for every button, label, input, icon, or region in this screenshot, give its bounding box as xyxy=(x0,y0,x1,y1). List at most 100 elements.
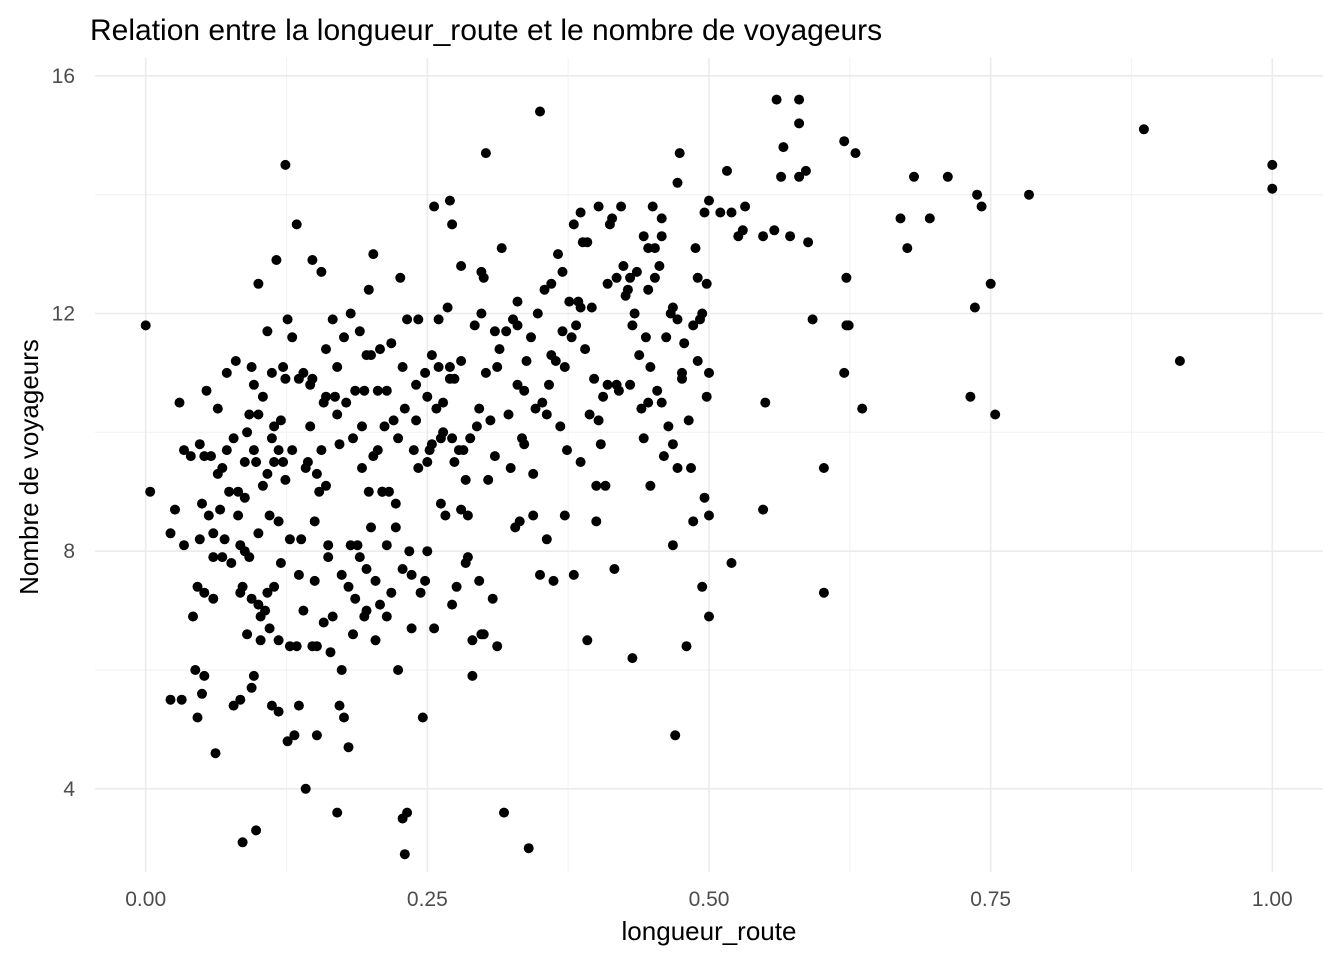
data-point xyxy=(701,391,712,402)
data-point xyxy=(449,373,460,384)
data-point xyxy=(785,231,796,242)
data-point xyxy=(431,403,442,414)
data-point xyxy=(253,599,264,610)
data-point xyxy=(363,486,374,497)
data-point xyxy=(622,284,633,295)
data-point xyxy=(327,611,338,622)
data-point xyxy=(582,635,593,646)
data-point xyxy=(850,148,861,159)
data-point xyxy=(512,296,523,307)
data-point xyxy=(330,391,340,402)
data-point xyxy=(375,599,385,610)
data-point xyxy=(199,670,210,681)
data-point xyxy=(686,463,696,473)
data-point xyxy=(237,837,248,848)
data-point xyxy=(1024,189,1034,200)
data-point xyxy=(332,362,343,372)
data-point xyxy=(530,403,541,414)
data-point xyxy=(667,302,678,313)
data-point xyxy=(262,326,273,337)
data-point xyxy=(210,748,221,759)
data-point xyxy=(422,457,433,467)
data-point xyxy=(226,558,237,568)
data-point xyxy=(314,486,325,497)
data-point xyxy=(406,569,417,580)
data-point xyxy=(278,457,289,467)
data-point xyxy=(388,415,399,426)
data-point xyxy=(224,486,235,497)
data-point xyxy=(647,201,658,212)
data-point xyxy=(251,825,262,836)
data-point xyxy=(456,504,467,515)
data-point xyxy=(316,266,327,277)
data-point xyxy=(208,593,219,604)
data-point xyxy=(185,451,196,462)
data-point xyxy=(269,581,280,592)
data-point xyxy=(438,397,449,408)
data-point xyxy=(442,302,453,313)
data-point xyxy=(341,397,352,408)
data-point xyxy=(375,344,385,355)
data-point xyxy=(985,278,996,289)
data-point xyxy=(760,397,771,408)
data-point xyxy=(300,783,311,794)
data-point xyxy=(255,635,266,646)
data-point xyxy=(758,504,769,515)
data-point xyxy=(179,445,189,456)
data-point xyxy=(582,237,593,248)
data-point xyxy=(818,587,829,598)
data-point xyxy=(194,534,205,545)
data-point xyxy=(667,540,678,551)
data-point xyxy=(336,665,347,675)
data-point xyxy=(636,403,647,414)
data-point xyxy=(909,171,919,182)
data-point xyxy=(415,587,426,598)
data-point xyxy=(325,647,336,658)
data-point xyxy=(397,564,408,574)
data-point xyxy=(618,261,629,271)
data-point xyxy=(273,635,284,646)
data-point xyxy=(390,498,401,509)
data-point xyxy=(672,177,683,188)
data-point xyxy=(413,463,424,473)
data-point xyxy=(625,379,636,390)
data-point xyxy=(307,373,318,384)
data-point xyxy=(402,314,413,325)
data-point xyxy=(420,575,431,586)
data-point xyxy=(384,486,394,497)
data-point xyxy=(643,397,654,408)
data-point xyxy=(444,362,455,372)
data-point xyxy=(492,362,503,372)
data-point xyxy=(393,665,404,675)
x-tick-label: 0.25 xyxy=(407,888,448,911)
data-point xyxy=(627,653,638,664)
data-point xyxy=(278,362,289,372)
data-point xyxy=(343,742,354,753)
data-point xyxy=(972,189,983,200)
data-point xyxy=(435,498,446,509)
data-point xyxy=(677,367,687,378)
data-point xyxy=(323,552,334,563)
data-point xyxy=(503,409,514,420)
data-point xyxy=(526,332,536,343)
data-point xyxy=(471,421,482,432)
x-tick-label: 1.00 xyxy=(1252,888,1293,911)
data-point xyxy=(291,219,302,230)
data-point xyxy=(740,201,751,212)
data-point xyxy=(794,171,805,182)
data-point xyxy=(176,694,187,705)
data-point xyxy=(487,593,498,604)
data-point xyxy=(343,581,354,592)
data-point xyxy=(942,171,953,182)
data-point xyxy=(334,439,345,450)
data-point xyxy=(406,623,417,634)
data-point xyxy=(661,332,672,343)
data-point xyxy=(433,314,444,325)
data-point xyxy=(794,118,805,129)
data-point xyxy=(233,510,244,521)
data-point xyxy=(339,332,349,343)
data-point xyxy=(284,641,295,652)
data-point xyxy=(690,243,701,254)
data-point xyxy=(212,403,223,414)
